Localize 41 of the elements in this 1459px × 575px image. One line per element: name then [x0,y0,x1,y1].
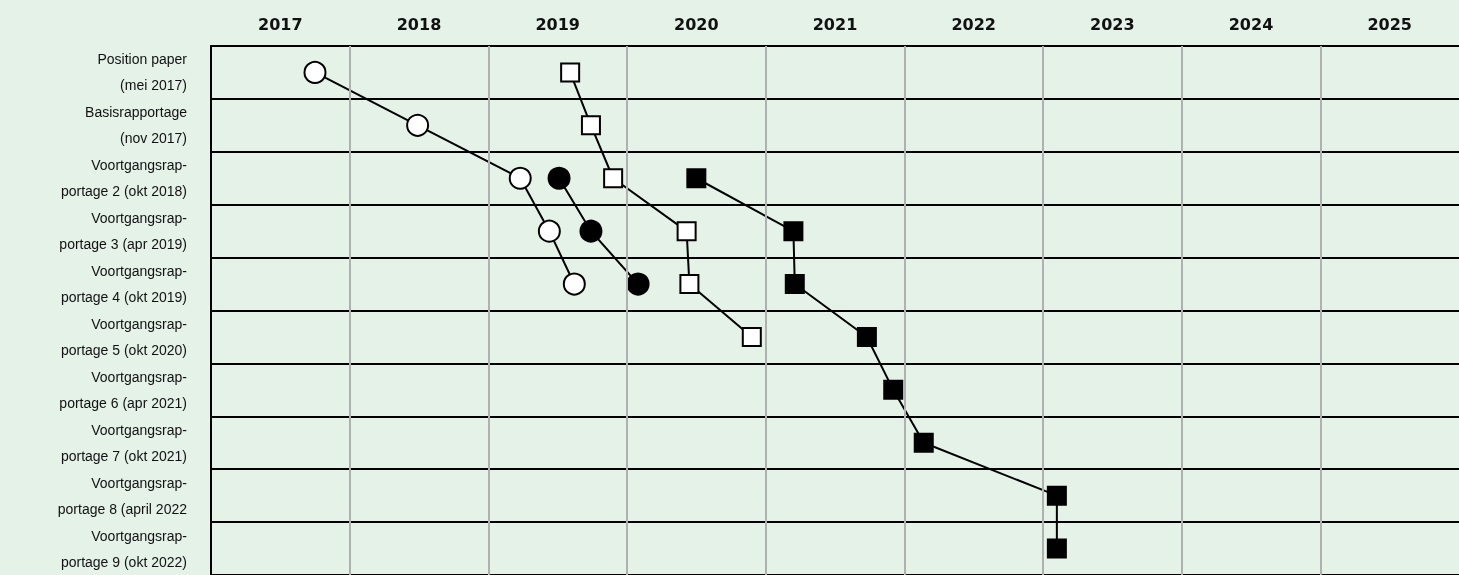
y-tick-label: Voortgangsrap- portage 8 (april 2022 [57,474,188,517]
y-tick-label: Voortgangsrap- portage 7 (okt 2021) [60,421,188,464]
x-tick-label: 2018 [396,14,442,34]
point [1046,538,1067,559]
point [783,221,804,242]
y-tick-label: Voortgangsrap- portage 3 (apr 2019) [59,210,188,253]
point [579,219,603,243]
point [406,113,430,137]
x-tick-label: 2022 [951,14,996,34]
point [626,272,650,296]
point [547,166,571,190]
y-tick-label: Position paper (mei 2017) [97,51,188,94]
point [580,115,601,136]
y-tick-label: Voortgangsrap- portage 2 (okt 2018) [60,157,188,200]
point [303,60,327,84]
y-tick-label: Voortgangsrap- portage 5 (okt 2020) [60,315,188,358]
point [1046,485,1067,506]
x-tick-label: 2019 [535,14,580,34]
x-tick-label: 2020 [674,14,719,34]
point [913,432,934,453]
point [784,274,805,295]
x-tick-label: 2023 [1090,14,1135,34]
x-tick-label: 2021 [812,14,858,34]
point [676,221,697,242]
point [603,168,624,189]
point [537,219,561,243]
point [508,166,532,190]
point [686,168,707,189]
x-tick-label: 2017 [258,14,303,34]
y-tick-label: Voortgangsrap- portage 4 (okt 2019) [60,263,188,306]
y-tick-label: Basisrapportage (nov 2017) [85,104,188,147]
point [560,62,581,83]
point [679,274,700,295]
y-tick-label: Voortgangsrap- portage 6 (apr 2021) [59,368,188,411]
point [562,272,586,296]
x-tick-label: 2025 [1367,14,1412,34]
point [741,326,762,347]
x-tick-label: 2024 [1228,14,1274,34]
point [856,326,877,347]
y-tick-label: Voortgangsrap- portage 9 (okt 2022) [60,527,188,570]
point [883,379,904,400]
